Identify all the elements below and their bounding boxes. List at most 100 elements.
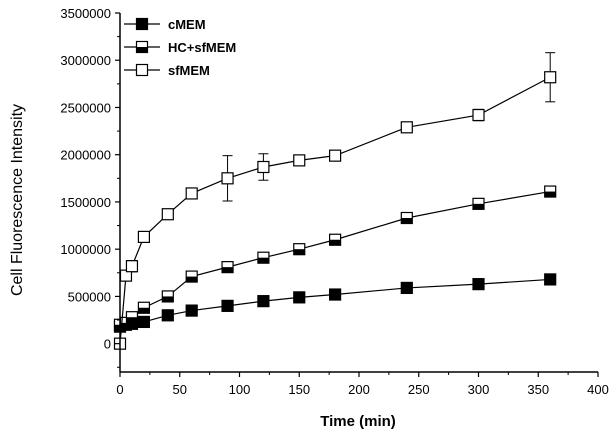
marker-half-fill	[138, 307, 150, 314]
legend-label: cMEM	[168, 17, 206, 32]
marker-half-fill	[136, 47, 148, 53]
data-marker	[400, 121, 413, 134]
x-tick-label: 400	[587, 382, 609, 397]
data-marker	[257, 160, 270, 174]
marker-square-filled	[221, 299, 234, 312]
marker-square-open	[472, 108, 485, 122]
data-marker	[257, 295, 270, 308]
axes: 0 50 100 150 200 250 300 350 400 0 500000 1000000 15…	[60, 6, 608, 397]
series-line	[119, 76, 551, 344]
marker-square-open	[137, 230, 150, 244]
data-marker	[161, 290, 174, 303]
marker-half-fill	[544, 191, 556, 198]
series-cmem	[113, 273, 557, 333]
data-marker	[135, 17, 149, 31]
data-marker	[161, 208, 174, 221]
y-tick-label: 1500000	[60, 195, 111, 210]
marker-half-fill	[126, 317, 138, 323]
marker-square-open	[293, 154, 306, 167]
data-marker	[400, 281, 413, 295]
data-marker	[125, 260, 139, 273]
data-marker	[293, 154, 306, 167]
marker-half-fill	[473, 203, 484, 210]
marker-square-filled	[400, 281, 413, 295]
marker-square-open	[125, 260, 139, 273]
marker-square-open	[544, 71, 557, 84]
series-sfmem	[113, 52, 557, 350]
marker-square-filled	[329, 288, 342, 301]
x-tick-label: 350	[527, 382, 549, 397]
legend-entry: HC+sfMEM	[124, 40, 236, 55]
marker-half-fill	[186, 276, 198, 283]
data-marker	[185, 187, 198, 200]
data-marker	[293, 243, 306, 256]
x-axis-title: Time (min)	[320, 413, 396, 430]
data-marker	[257, 251, 270, 264]
marker-square-filled	[137, 315, 150, 329]
data-marker	[472, 108, 485, 122]
plot-area	[113, 52, 557, 350]
marker-square-open	[221, 172, 234, 185]
marker-square-filled	[185, 304, 198, 317]
legend-label: HC+sfMEM	[168, 40, 236, 55]
y-tick-label: 2500000	[60, 100, 111, 115]
marker-half-fill	[329, 239, 341, 246]
y-tick-label: 2000000	[60, 148, 111, 163]
marker-square-filled	[135, 17, 149, 31]
data-marker	[161, 309, 174, 322]
data-marker	[329, 233, 342, 246]
series-line	[119, 278, 551, 328]
marker-square-open	[257, 160, 270, 174]
marker-square-open	[329, 149, 342, 162]
data-marker	[472, 278, 485, 291]
marker-half-fill	[120, 322, 132, 329]
data-marker	[329, 149, 342, 162]
data-marker	[135, 40, 149, 54]
marker-square-filled	[257, 295, 270, 308]
y-tick-label: 0	[104, 337, 111, 352]
marker-square-open	[161, 208, 174, 221]
marker-half-fill	[222, 267, 234, 273]
legend-entry: sfMEM	[124, 63, 210, 78]
data-marker	[221, 172, 234, 185]
marker-half-fill	[162, 296, 174, 302]
marker-square-filled	[161, 309, 174, 322]
y-tick-label: 1000000	[60, 242, 111, 257]
marker-half-fill	[257, 257, 269, 264]
legend: cMEM HC+sfMEM sfMEM	[124, 17, 236, 78]
data-marker	[472, 197, 485, 210]
marker-square-filled	[293, 291, 306, 304]
marker-square-open	[400, 121, 413, 134]
data-marker	[544, 71, 557, 84]
data-marker	[544, 185, 557, 198]
y-tick-label: 500000	[68, 289, 111, 304]
data-marker	[293, 291, 306, 304]
data-marker	[137, 315, 150, 329]
data-marker	[221, 299, 234, 312]
x-tick-label: 50	[173, 382, 187, 397]
marker-square-filled	[544, 273, 557, 286]
x-tick-label: 150	[288, 382, 310, 397]
data-marker	[137, 230, 150, 244]
legend-label: sfMEM	[168, 63, 210, 78]
y-tick-label: 3500000	[60, 6, 111, 21]
legend-entry: cMEM	[124, 17, 206, 32]
x-tick-label: 100	[229, 382, 251, 397]
y-tick-label: 3000000	[60, 53, 111, 68]
marker-square-open	[185, 187, 198, 200]
data-marker	[137, 301, 150, 314]
data-marker	[329, 288, 342, 301]
x-tick-label: 200	[348, 382, 370, 397]
data-marker	[125, 311, 139, 324]
x-tick-label: 0	[116, 382, 123, 397]
y-axis-title: Cell Fluorescence Intensity	[9, 104, 26, 296]
marker-half-fill	[401, 218, 413, 224]
data-marker	[400, 211, 413, 225]
x-tick-label: 300	[468, 382, 490, 397]
data-marker	[221, 261, 234, 274]
x-tick-label: 250	[408, 382, 430, 397]
data-marker	[544, 273, 557, 286]
series-hc-sfmem	[113, 185, 557, 331]
